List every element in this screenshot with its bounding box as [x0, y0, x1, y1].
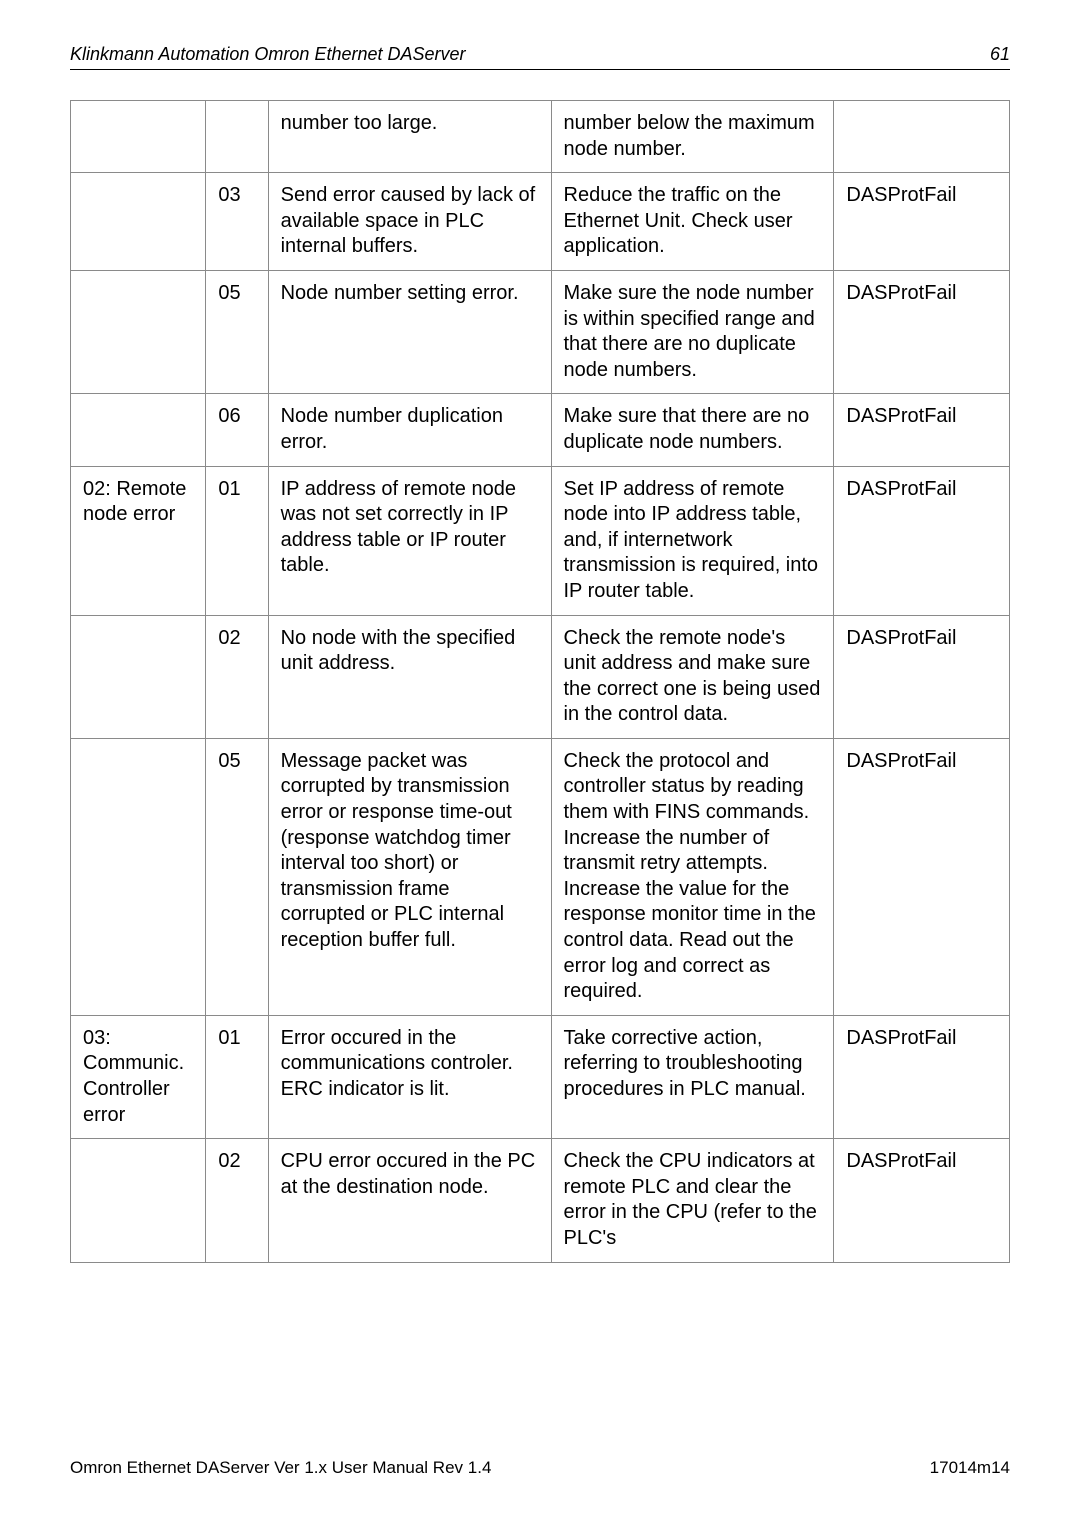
footer-right: 17014m14	[930, 1458, 1010, 1478]
table-cell: 01	[206, 1015, 268, 1138]
table-cell: Check the protocol and controller status…	[551, 738, 834, 1015]
table-cell: 03: Communic. Controller error	[71, 1015, 206, 1138]
header-page-number: 61	[990, 44, 1010, 65]
table-cell: No node with the specified unit address.	[268, 615, 551, 738]
table-cell: Take corrective action, referring to tro…	[551, 1015, 834, 1138]
table-cell: 02: Remote node error	[71, 466, 206, 615]
table-row: 02: Remote node error01IP address of rem…	[71, 466, 1010, 615]
table-cell: 05	[206, 738, 268, 1015]
table-cell	[71, 101, 206, 173]
table-cell: Message packet was corrupted by transmis…	[268, 738, 551, 1015]
table-cell: 05	[206, 270, 268, 393]
table-cell: DASProtFail	[834, 173, 1010, 271]
page-header: Klinkmann Automation Omron Ethernet DASe…	[70, 44, 1010, 70]
table-cell: Check the CPU indicators at remote PLC a…	[551, 1139, 834, 1262]
table-cell: Error occured in the communications cont…	[268, 1015, 551, 1138]
table-cell: 02	[206, 615, 268, 738]
table-cell	[71, 1139, 206, 1262]
table-cell	[71, 173, 206, 271]
table-cell: 01	[206, 466, 268, 615]
table-cell	[834, 101, 1010, 173]
table-row: 05Node number setting error.Make sure th…	[71, 270, 1010, 393]
table-cell: DASProtFail	[834, 615, 1010, 738]
table-cell: CPU error occured in the PC at the desti…	[268, 1139, 551, 1262]
error-table: number too large.number below the maximu…	[70, 100, 1010, 1263]
table-cell: 03	[206, 173, 268, 271]
table-cell: DASProtFail	[834, 1015, 1010, 1138]
table-cell: 06	[206, 394, 268, 466]
table-cell	[71, 615, 206, 738]
table-row: number too large.number below the maximu…	[71, 101, 1010, 173]
table-cell: DASProtFail	[834, 270, 1010, 393]
table-cell: DASProtFail	[834, 1139, 1010, 1262]
table-row: 02No node with the specified unit addres…	[71, 615, 1010, 738]
table-cell: Make sure the node number is within spec…	[551, 270, 834, 393]
table-cell: Node number duplication error.	[268, 394, 551, 466]
footer-left: Omron Ethernet DAServer Ver 1.x User Man…	[70, 1458, 491, 1478]
table-cell	[71, 270, 206, 393]
table-row: 03: Communic. Controller error01Error oc…	[71, 1015, 1010, 1138]
table-cell	[206, 101, 268, 173]
table-cell: DASProtFail	[834, 394, 1010, 466]
table-cell: Send error caused by lack of available s…	[268, 173, 551, 271]
table-cell: number too large.	[268, 101, 551, 173]
table-row: 02CPU error occured in the PC at the des…	[71, 1139, 1010, 1262]
table-cell: Make sure that there are no duplicate no…	[551, 394, 834, 466]
table-cell	[71, 394, 206, 466]
table-row: 06Node number duplication error.Make sur…	[71, 394, 1010, 466]
table-row: 03Send error caused by lack of available…	[71, 173, 1010, 271]
table-cell: DASProtFail	[834, 738, 1010, 1015]
table-cell: Set IP address of remote node into IP ad…	[551, 466, 834, 615]
table-row: 05Message packet was corrupted by transm…	[71, 738, 1010, 1015]
table-cell: DASProtFail	[834, 466, 1010, 615]
table-cell: Node number setting error.	[268, 270, 551, 393]
table-cell: 02	[206, 1139, 268, 1262]
table-cell	[71, 738, 206, 1015]
header-title: Klinkmann Automation Omron Ethernet DASe…	[70, 44, 466, 65]
table-cell: Check the remote node's unit address and…	[551, 615, 834, 738]
table-cell: Reduce the traffic on the Ethernet Unit.…	[551, 173, 834, 271]
table-cell: number below the maximum node number.	[551, 101, 834, 173]
page-footer: Omron Ethernet DAServer Ver 1.x User Man…	[70, 1458, 1010, 1478]
table-cell: IP address of remote node was not set co…	[268, 466, 551, 615]
